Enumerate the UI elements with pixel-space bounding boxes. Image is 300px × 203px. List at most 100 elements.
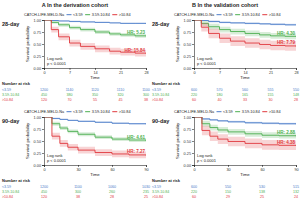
hazard-ratio-label: HR: 7.79	[277, 40, 296, 45]
panel-title: 28-day	[2, 21, 20, 27]
y-axis-line	[192, 21, 195, 69]
risk-count: 600	[191, 88, 197, 92]
x-axis-title: Time	[240, 172, 250, 177]
y-tick-label: 0.50	[184, 43, 191, 47]
y-axis: 0.000.250.500.751.00	[34, 116, 45, 168]
y-tick: 0.50	[34, 140, 44, 144]
legend-title: CATCH-LIFE-MELD-Na	[174, 110, 215, 114]
x-tick-label: 0	[43, 168, 45, 172]
risk-count: 220	[191, 190, 197, 194]
x-axis: 07142128	[43, 68, 148, 75]
x-tick-label: 60	[110, 168, 114, 172]
column-title: A In the derivation cohort	[42, 2, 109, 8]
legend-entry: <3.59	[73, 110, 83, 114]
legend-swatch	[67, 14, 72, 15]
y-tick-label: 0.25	[184, 55, 191, 59]
x-axis: 0306090	[43, 165, 148, 172]
log-rank-label: p < 0.0001	[47, 61, 67, 66]
risk-count: 28	[110, 195, 114, 199]
risk-count: 60	[192, 195, 196, 199]
legend-swatch	[112, 14, 117, 15]
risk-count: 33	[243, 98, 247, 102]
y-tick-mark	[192, 20, 194, 21]
y-tick-mark	[192, 117, 194, 118]
y-tick-mark	[42, 141, 44, 142]
y-tick: 0.50	[34, 43, 44, 47]
legend-entry: 3.59-10.84	[242, 110, 260, 114]
y-axis-title: Survival probability	[175, 25, 180, 62]
x-tick-label: 21	[119, 71, 123, 75]
x-tick: 90	[144, 165, 148, 172]
risk-count: 450	[41, 190, 47, 194]
legend-entry: 3.59-10.84	[92, 13, 110, 17]
panel: 03060900.000.250.500.751.0090-daySurviva…	[152, 110, 299, 199]
risk-count: 300	[75, 190, 81, 194]
y-tick-mark	[42, 44, 44, 45]
legend: CATCH-LIFE-MELD-Na<3.593.59-10.84>10.84	[174, 13, 281, 17]
y-tick: 0.25	[184, 152, 194, 156]
risk-table-title: Number at risk	[152, 81, 181, 86]
confidence-band	[194, 20, 296, 51]
legend-entry: >10.84	[269, 13, 281, 17]
risk-count: 600	[191, 185, 197, 189]
y-tick-label: 0.00	[34, 164, 41, 168]
legend-title: CATCH-LIFE-MELD-Na	[24, 110, 65, 114]
legend-swatch	[85, 14, 90, 15]
y-tick-label: 0.50	[34, 43, 41, 47]
risk-count: 138	[259, 190, 265, 194]
x-tick-mark	[262, 165, 263, 167]
risk-row-label: <3.59	[2, 185, 11, 189]
x-tick-mark	[245, 68, 246, 70]
risk-row-label: <3.59	[152, 185, 161, 189]
hazard-ratio-label: HR: 4.38	[277, 140, 296, 145]
y-tick-mark	[192, 165, 194, 166]
x-tick: 0	[43, 68, 45, 75]
risk-row-label: >10.84	[2, 98, 13, 102]
x-tick-label: 7	[219, 71, 221, 75]
risk-row-label: 3.59-10.84	[2, 190, 19, 194]
y-tick: 0.75	[184, 128, 194, 132]
y-tick-mark	[42, 68, 44, 69]
y-tick-label: 0.00	[34, 67, 41, 71]
panel-title: 28-day	[152, 21, 170, 27]
risk-row-label: 3.59-10.84	[152, 93, 169, 97]
x-tick: 30	[226, 165, 230, 172]
legend-entry: <3.59	[223, 110, 233, 114]
x-axis-title: Time	[90, 172, 100, 177]
x-tick: 28	[144, 68, 148, 75]
risk-count: 1060	[108, 185, 116, 189]
y-axis-line	[42, 21, 45, 69]
legend-title: CATCH-LIFE-MELD-Na	[174, 13, 215, 17]
x-tick-mark	[220, 68, 221, 70]
log-rank-label: p < 0.0001	[197, 158, 217, 163]
risk-count: 165	[242, 93, 248, 97]
figure: A In the derivation cohortB In the valid…	[0, 0, 300, 203]
hazard-ratio-label: HR: 2.88	[277, 130, 296, 135]
y-tick-mark	[42, 32, 44, 33]
legend-entry: <3.59	[73, 13, 83, 17]
y-tick-label: 0.25	[34, 55, 41, 59]
risk-count: 1120	[91, 88, 99, 92]
risk-count: 235	[143, 190, 149, 194]
risk-count: 60	[192, 98, 196, 102]
y-tick: 0.00	[184, 67, 194, 71]
x-tick-label: 90	[144, 168, 148, 172]
x-tick-label: 60	[260, 168, 264, 172]
risk-count: 28	[294, 98, 298, 102]
y-tick-mark	[192, 141, 194, 142]
plot-marks	[194, 117, 296, 151]
y-tick: 0.25	[34, 152, 44, 156]
y-tick-label: 0.00	[184, 67, 191, 71]
x-tick-mark	[121, 68, 122, 70]
risk-count: 320	[118, 93, 124, 97]
log-rank-label: p < 0.0001	[197, 61, 217, 66]
risk-count: 120	[41, 98, 47, 102]
x-tick-mark	[228, 165, 229, 167]
x-tick-label: 21	[269, 71, 273, 75]
risk-count: 29	[226, 195, 230, 199]
y-tick: 0.00	[34, 67, 44, 71]
panel: 071421280.000.250.500.751.0028-daySurviv…	[152, 13, 299, 102]
x-tick-mark	[70, 68, 71, 70]
risk-row-label: <3.59	[2, 88, 11, 92]
hazard-ratio-label: HR: 5.23	[127, 30, 146, 35]
